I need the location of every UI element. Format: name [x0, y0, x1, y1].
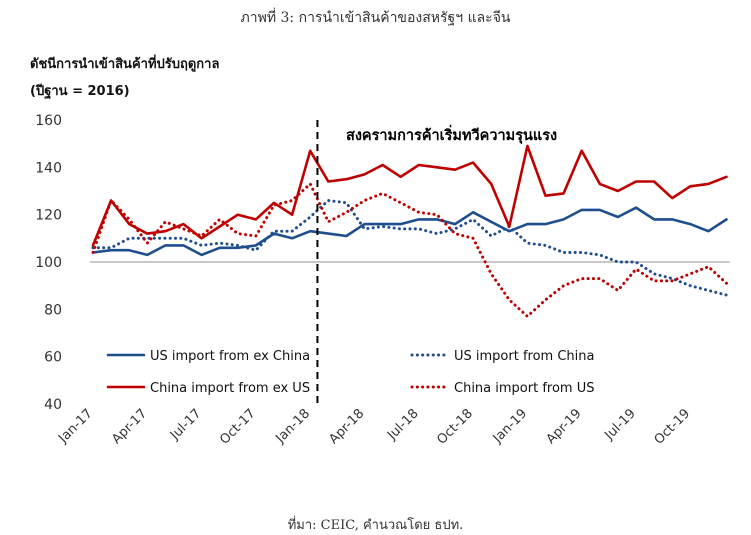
- series-lines: [91, 144, 728, 318]
- x-tick-label: Jan-19: [490, 406, 531, 447]
- y-tick-label: 40: [44, 397, 62, 413]
- y-axis-ticks: 40 60 80 100 120 140 160: [35, 113, 62, 413]
- series-line-1: [91, 206, 728, 257]
- figure-title: ภาพที่ 3: การนำเข้าสินค้าของสหรัฐฯ และจี…: [240, 10, 511, 26]
- legend-label: US import from China: [454, 349, 594, 364]
- source-note: ที่มา: CEIC, คำนวณโดย ธปท.: [287, 518, 464, 533]
- y-axis-label-base-year: (ปีฐาน = 2016): [30, 84, 130, 99]
- y-tick-label: 60: [44, 350, 62, 366]
- y-tick-label: 140: [35, 160, 62, 176]
- x-tick-label: Oct-17: [217, 406, 259, 448]
- legend-label: US import from ex China: [150, 349, 310, 364]
- x-tick-label: Jul-17: [167, 406, 204, 443]
- series-line-2: [91, 199, 728, 297]
- x-tick-label: Apr-17: [109, 406, 150, 447]
- x-axis-ticks: Jan-17 Apr-17 Jul-17 Oct-17 Jan-18 Apr-18 Jul-…: [55, 406, 693, 448]
- y-tick-label: 120: [35, 208, 62, 224]
- x-tick-label: Jul-18: [384, 406, 421, 443]
- y-tick-label: 100: [35, 255, 62, 271]
- x-tick-label: Jan-18: [273, 406, 314, 447]
- series-line-4: [91, 182, 728, 318]
- x-tick-label: Oct-18: [434, 406, 476, 448]
- x-tick-label: Jul-19: [601, 406, 638, 443]
- x-tick-label: Oct-19: [652, 406, 694, 448]
- y-tick-label: 80: [44, 302, 62, 318]
- y-tick-label: 160: [35, 113, 62, 129]
- x-tick-label: Apr-18: [326, 406, 367, 447]
- legend-label: China import from US: [454, 381, 594, 396]
- x-tick-label: Apr-19: [544, 406, 585, 447]
- trade-war-annotation: สงครามการค้าเริ่มทวีความรุนแรง: [346, 124, 557, 144]
- y-axis-label: ดัชนีการนำเข้าสินค้าที่ปรับฤดูกาล: [30, 57, 220, 72]
- legend-label: China import from ex US: [150, 381, 310, 396]
- legend: US import from ex China US import from Ch…: [106, 349, 594, 396]
